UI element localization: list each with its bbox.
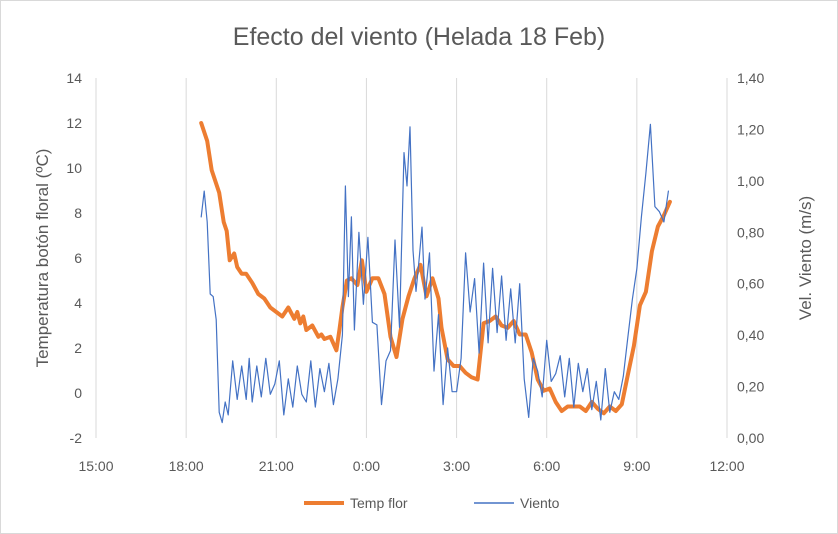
gridlines — [95, 78, 728, 438]
x-tick-label: 15:00 — [78, 458, 113, 474]
legend-label: Viento — [520, 495, 560, 511]
x-tick-label: 9:00 — [623, 458, 650, 474]
y-tick-label: 2 — [74, 340, 82, 356]
y2-tick-label: 1,40 — [737, 70, 764, 86]
axes: 15:00 18:00 21:00 0:00 3:00 6:00 9:00 12:00 -2 0 2… — [66, 70, 764, 474]
legend: Temp flor Viento — [304, 495, 560, 511]
x-tick-label: 21:00 — [259, 458, 294, 474]
y2-axis-title: Vel. Viento (m/s) — [796, 196, 815, 320]
x-tick-label: 12:00 — [709, 458, 744, 474]
chart-title: Efecto del viento (Helada 18 Feb) — [233, 23, 605, 51]
series-line-temp-flor — [199, 121, 672, 416]
y2-tick-label: 0,40 — [737, 327, 764, 343]
x-tick-label: 3:00 — [443, 458, 470, 474]
y2-tick-label: 1,20 — [737, 121, 764, 137]
y-tick-label: -2 — [70, 430, 83, 446]
y-axis-title: Temperatura botón floral (ºC) — [33, 149, 52, 368]
series-line-viento — [200, 123, 670, 424]
y-tick-label: 0 — [74, 385, 82, 401]
y2-tick-label: 0,20 — [737, 379, 764, 395]
y2-tick-label: 0,00 — [737, 430, 764, 446]
x-tick-label: 0:00 — [353, 458, 380, 474]
y2-tick-label: 1,00 — [737, 173, 764, 189]
x-tick-label: 18:00 — [169, 458, 204, 474]
y-tick-label: 14 — [66, 70, 82, 86]
legend-label: Temp flor — [350, 495, 408, 511]
y-tick-label: 8 — [74, 205, 82, 221]
y-tick-label: 4 — [74, 295, 82, 311]
y-tick-label: 10 — [66, 160, 82, 176]
y-tick-label: 12 — [66, 115, 82, 131]
y2-tick-label: 0,80 — [737, 224, 764, 240]
x-tick-label: 6:00 — [533, 458, 560, 474]
y2-tick-label: 0,60 — [737, 276, 764, 292]
y-tick-label: 6 — [74, 250, 82, 266]
series-layer — [199, 121, 672, 424]
